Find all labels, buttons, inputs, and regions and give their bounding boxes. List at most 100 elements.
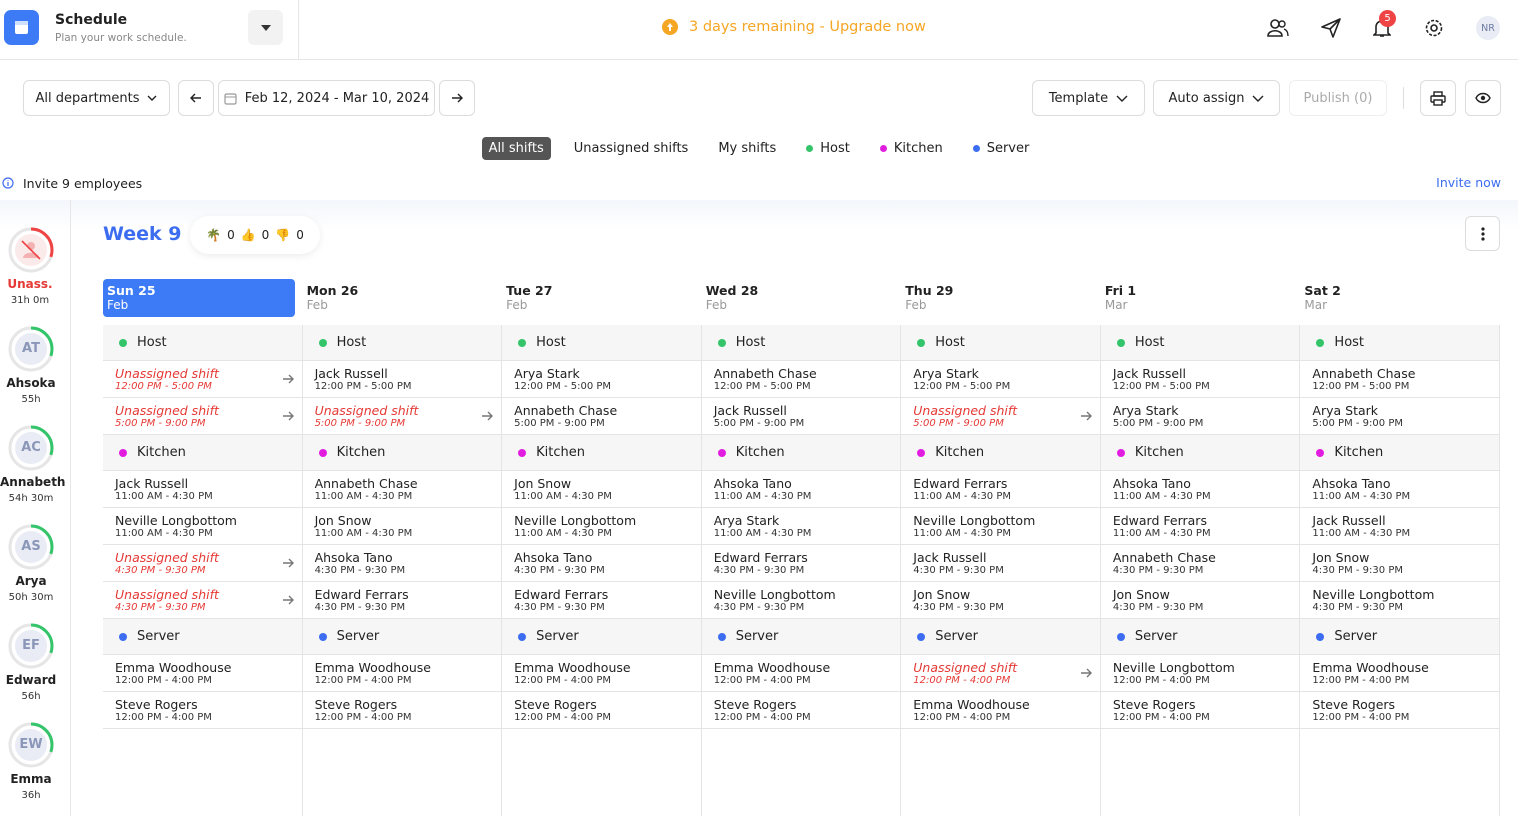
- shift-cell[interactable]: Jon Snow 11:00 AM - 4:30 PM: [302, 508, 503, 545]
- unassigned-shift[interactable]: Unassigned shift 4:30 PM - 9:30 PM: [103, 545, 303, 582]
- unassigned-shift[interactable]: Unassigned shift 4:30 PM - 9:30 PM: [103, 582, 303, 619]
- employee-initials[interactable]: EW: [19, 737, 43, 752]
- shift-cell[interactable]: Jon Snow 4:30 PM - 9:30 PM: [1300, 545, 1500, 582]
- assign-arrow[interactable]: [282, 411, 294, 421]
- shift-cell[interactable]: Arya Stark 12:00 PM - 5:00 PM: [901, 361, 1101, 398]
- day-header[interactable]: Fri 1 Mar: [1101, 279, 1293, 317]
- shift-cell[interactable]: Jon Snow 4:30 PM - 9:30 PM: [1100, 582, 1301, 619]
- shift-cell[interactable]: Jack Russell 11:00 AM - 4:30 PM: [1300, 508, 1500, 545]
- shift-cell[interactable]: Neville Longbottom 4:30 PM - 9:30 PM: [1300, 582, 1500, 619]
- invite-link[interactable]: Invite now: [1436, 175, 1501, 190]
- day-header[interactable]: Wed 28 Feb: [702, 279, 894, 317]
- shift-cell[interactable]: Jon Snow 11:00 AM - 4:30 PM: [502, 471, 702, 508]
- date-range[interactable]: Feb 12, 2024 - Mar 10, 2024: [218, 80, 435, 116]
- assign-arrow[interactable]: [481, 411, 494, 421]
- filter-item[interactable]: Kitchen: [873, 137, 950, 160]
- unassigned-shift[interactable]: Unassigned shift 5:00 PM - 9:00 PM: [302, 398, 503, 435]
- app-logo[interactable]: [4, 10, 39, 45]
- shift-cell[interactable]: Ahsoka Tano 11:00 AM - 4:30 PM: [1100, 471, 1301, 508]
- shift-cell[interactable]: Annabeth Chase 12:00 PM - 5:00 PM: [1300, 361, 1500, 398]
- shift-cell[interactable]: Jack Russell 4:30 PM - 9:30 PM: [901, 545, 1101, 582]
- shift-cell[interactable]: Jack Russell 5:00 PM - 9:00 PM: [701, 398, 902, 435]
- assign-arrow[interactable]: [1080, 668, 1092, 678]
- shift-cell[interactable]: Steve Rogers 12:00 PM - 4:00 PM: [502, 692, 702, 729]
- view-button[interactable]: [1465, 80, 1501, 116]
- shift-cell[interactable]: Arya Stark 5:00 PM - 9:00 PM: [1100, 398, 1301, 435]
- shift-cell[interactable]: Jack Russell 11:00 AM - 4:30 PM: [103, 471, 303, 508]
- filter-item[interactable]: Host: [799, 137, 857, 160]
- employee-initials[interactable]: AT: [22, 341, 40, 356]
- shift-cell[interactable]: Jon Snow 4:30 PM - 9:30 PM: [901, 582, 1101, 619]
- shift-cell[interactable]: Neville Longbottom 12:00 PM - 4:00 PM: [1100, 655, 1301, 692]
- shift-cell[interactable]: Annabeth Chase 4:30 PM - 9:30 PM: [1100, 545, 1301, 582]
- print-button[interactable]: [1420, 80, 1456, 116]
- shift-cell[interactable]: Steve Rogers 12:00 PM - 4:00 PM: [302, 692, 503, 729]
- shift-cell[interactable]: Steve Rogers 12:00 PM - 4:00 PM: [1300, 692, 1500, 729]
- shift-cell[interactable]: Emma Woodhouse 12:00 PM - 4:00 PM: [502, 655, 702, 692]
- shift-cell[interactable]: Edward Ferrars 11:00 AM - 4:30 PM: [1100, 508, 1301, 545]
- shift-cell[interactable]: Arya Stark 11:00 AM - 4:30 PM: [701, 508, 902, 545]
- shift-cell[interactable]: Neville Longbottom 11:00 AM - 4:30 PM: [901, 508, 1101, 545]
- shift-cell[interactable]: Neville Longbottom 11:00 AM - 4:30 PM: [103, 508, 303, 545]
- settings-icon[interactable]: [1424, 18, 1444, 38]
- publish-button[interactable]: Publish (0): [1289, 80, 1387, 116]
- shift-cell[interactable]: Annabeth Chase 5:00 PM - 9:00 PM: [502, 398, 702, 435]
- unassigned-shift[interactable]: Unassigned shift 12:00 PM - 4:00 PM: [901, 655, 1101, 692]
- unassigned-shift[interactable]: Unassigned shift 5:00 PM - 9:00 PM: [103, 398, 303, 435]
- shift-cell[interactable]: Neville Longbottom 11:00 AM - 4:30 PM: [502, 508, 702, 545]
- shift-cell[interactable]: Jack Russell 12:00 PM - 5:00 PM: [1100, 361, 1301, 398]
- upgrade-banner[interactable]: 3 days remaining - Upgrade now: [689, 19, 926, 35]
- shift-cell[interactable]: Emma Woodhouse 12:00 PM - 4:00 PM: [103, 655, 303, 692]
- assign-arrow[interactable]: [282, 558, 294, 568]
- filter-item[interactable]: Unassigned shifts: [567, 137, 696, 160]
- day-header[interactable]: Mon 26 Feb: [303, 279, 495, 317]
- assign-arrow[interactable]: [282, 595, 294, 605]
- shift-cell[interactable]: Annabeth Chase 12:00 PM - 5:00 PM: [701, 361, 902, 398]
- shift-cell[interactable]: Emma Woodhouse 12:00 PM - 4:00 PM: [1300, 655, 1500, 692]
- unassigned-shift[interactable]: Unassigned shift 12:00 PM - 5:00 PM: [103, 361, 303, 398]
- filter-item[interactable]: Server: [966, 137, 1037, 160]
- day-header[interactable]: Thu 29 Feb: [901, 279, 1093, 317]
- shift-cell[interactable]: Ahsoka Tano 11:00 AM - 4:30 PM: [1300, 471, 1500, 508]
- employee-initials[interactable]: AC: [21, 440, 41, 455]
- send-icon[interactable]: [1321, 18, 1341, 38]
- shift-cell[interactable]: Neville Longbottom 4:30 PM - 9:30 PM: [701, 582, 902, 619]
- day-header[interactable]: Sun 25 Feb: [103, 279, 295, 317]
- shift-cell[interactable]: Edward Ferrars 4:30 PM - 9:30 PM: [701, 545, 902, 582]
- shift-cell[interactable]: Emma Woodhouse 12:00 PM - 4:00 PM: [302, 655, 503, 692]
- shift-cell[interactable]: Edward Ferrars 4:30 PM - 9:30 PM: [502, 582, 702, 619]
- more-button[interactable]: [1465, 216, 1500, 251]
- employee-initials[interactable]: AS: [21, 539, 41, 554]
- auto-assign-button[interactable]: Auto assign: [1153, 80, 1280, 116]
- unassigned-shift[interactable]: Unassigned shift 5:00 PM - 9:00 PM: [901, 398, 1101, 435]
- department-select[interactable]: All departments: [23, 80, 170, 116]
- template-button[interactable]: Template: [1032, 80, 1145, 116]
- shift-cell[interactable]: Emma Woodhouse 12:00 PM - 4:00 PM: [901, 692, 1101, 729]
- user-avatar[interactable]: NR: [1476, 16, 1500, 40]
- next-button[interactable]: [439, 80, 475, 116]
- shift-cell[interactable]: Arya Stark 5:00 PM - 9:00 PM: [1300, 398, 1500, 435]
- day-header[interactable]: Tue 27 Feb: [502, 279, 694, 317]
- day-header[interactable]: Sat 2 Mar: [1300, 279, 1492, 317]
- shift-cell[interactable]: Arya Stark 12:00 PM - 5:00 PM: [502, 361, 702, 398]
- shift-name: Ahsoka Tano: [1312, 476, 1391, 491]
- prev-button[interactable]: [178, 80, 214, 116]
- shift-cell[interactable]: Emma Woodhouse 12:00 PM - 4:00 PM: [701, 655, 902, 692]
- shift-cell[interactable]: Ahsoka Tano 11:00 AM - 4:30 PM: [701, 471, 902, 508]
- filter-item[interactable]: My shifts: [711, 137, 783, 160]
- shift-cell[interactable]: Jack Russell 12:00 PM - 5:00 PM: [302, 361, 503, 398]
- team-icon[interactable]: [1267, 18, 1289, 38]
- shift-cell[interactable]: Ahsoka Tano 4:30 PM - 9:30 PM: [502, 545, 702, 582]
- shift-cell[interactable]: Ahsoka Tano 4:30 PM - 9:30 PM: [302, 545, 503, 582]
- shift-cell[interactable]: Edward Ferrars 11:00 AM - 4:30 PM: [901, 471, 1101, 508]
- app-menu-button[interactable]: [248, 10, 283, 45]
- filter-item[interactable]: All shifts: [481, 136, 551, 160]
- shift-cell[interactable]: Steve Rogers 12:00 PM - 4:00 PM: [1100, 692, 1301, 729]
- shift-cell[interactable]: Edward Ferrars 4:30 PM - 9:30 PM: [302, 582, 503, 619]
- shift-cell[interactable]: Steve Rogers 12:00 PM - 4:00 PM: [103, 692, 303, 729]
- assign-arrow[interactable]: [282, 374, 294, 384]
- shift-cell[interactable]: Steve Rogers 12:00 PM - 4:00 PM: [701, 692, 902, 729]
- employee-initials[interactable]: EF: [22, 638, 40, 653]
- shift-cell[interactable]: Annabeth Chase 11:00 AM - 4:30 PM: [302, 471, 503, 508]
- assign-arrow[interactable]: [1080, 411, 1092, 421]
